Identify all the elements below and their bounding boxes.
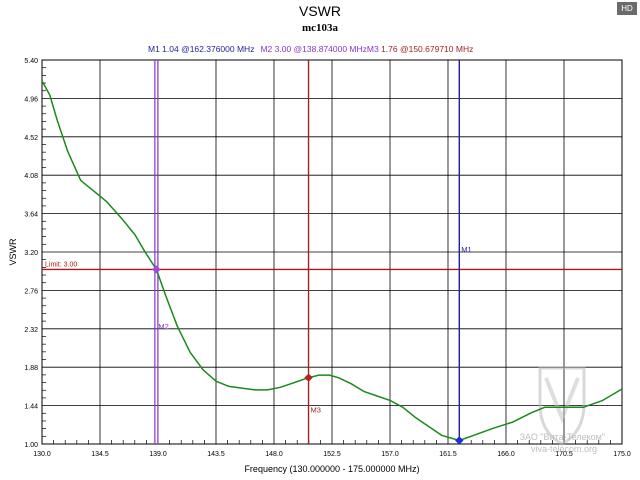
marker-label-m1: M1 [461, 245, 471, 254]
y-tick-label: 2.76 [24, 288, 38, 295]
y-tick-label: 3.20 [24, 250, 38, 257]
marker-point-m1 [455, 436, 464, 445]
x-tick-label: 143.5 [207, 451, 225, 458]
marker-label-m3: M3 [311, 406, 321, 415]
curve-group [41, 80, 623, 442]
y-tick-label: 2.32 [24, 327, 38, 334]
y-tick-label: 1.88 [24, 365, 38, 372]
y-tick-label: 4.96 [24, 96, 38, 103]
x-tick-label: 130.0 [33, 451, 51, 458]
y-tick-label: 4.52 [24, 135, 38, 142]
watermark: ЗАО "Вита-Телеком" viva-telecom.org [520, 366, 605, 454]
readout-m2: M2 3.00 @138.874000 MHzM3 [260, 44, 379, 54]
y-tick-label: 3.64 [24, 212, 38, 219]
x-tick-label: 170.5 [555, 451, 573, 458]
y-tick-label: 5.40 [24, 58, 38, 65]
y-tick-label: 1.44 [24, 404, 38, 411]
grid [41, 59, 623, 445]
x-tick-label: 175.0 [613, 451, 631, 458]
y-axis-label: VSWR [8, 238, 18, 266]
marker-label-m2: M2 [158, 322, 168, 331]
readout-m3: 1.76 @150.679710 MHz [379, 44, 474, 54]
hd-badge: HD [617, 2, 637, 15]
x-tick-label: 166.0 [497, 451, 515, 458]
marker-points [152, 265, 464, 445]
marker-point-m2 [152, 265, 161, 274]
readout-m1: M1 1.04 @162.376000 MHz [148, 44, 254, 54]
limit-line-group: Limit: 3.00 [42, 261, 622, 271]
vswr-curve [41, 80, 623, 442]
x-tick-label: 152.5 [323, 451, 341, 458]
shield-logo-icon [538, 366, 586, 446]
y-tick-label: 1.00 [24, 442, 38, 449]
tick-labels: 130.0 134.5 139.0 143.5 148.0 152.5 157.0 161.5… [24, 58, 630, 458]
x-axis-label: Frequency (130.000000 - 175.000000 MHz) [244, 464, 419, 474]
limit-label: Limit: 3.00 [45, 261, 77, 268]
chart-title: VSWR [299, 3, 341, 19]
x-tick-label: 161.5 [439, 451, 457, 458]
marker-point-m3 [304, 373, 313, 382]
shield-inner-icon [544, 377, 580, 424]
x-tick-label: 148.0 [265, 451, 283, 458]
y-tick-label: 4.08 [24, 173, 38, 180]
watermark-company: ЗАО "Вита-Телеком" [520, 432, 605, 442]
marker-readout: M1 1.04 @162.376000 MHz M2 3.00 @138.8740… [148, 44, 473, 54]
x-tick-label: 134.5 [91, 451, 109, 458]
chart-subtitle: mc103a [302, 22, 339, 34]
x-tick-label: 139.0 [149, 451, 167, 458]
x-tick-label: 157.0 [381, 451, 399, 458]
watermark-site: viva-telecom.org [531, 444, 597, 454]
